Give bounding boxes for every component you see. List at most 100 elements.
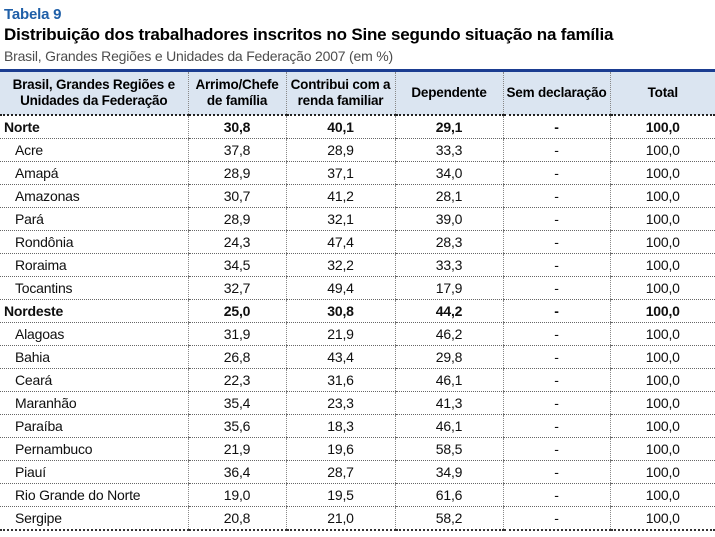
value-cell: - <box>502 253 610 278</box>
value-cell: 25,0 <box>187 299 286 324</box>
value-cell: 100,0 <box>609 322 715 347</box>
value-cell: - <box>502 276 610 301</box>
value-cell: 100,0 <box>609 391 715 416</box>
value-cell: 24,3 <box>187 230 286 255</box>
value-cell: 58,5 <box>394 437 503 462</box>
value-cell: 58,2 <box>394 506 503 532</box>
table-row: Ceará 22,3 31,6 46,1-100,0 <box>0 368 715 393</box>
value-cell: 30,8 <box>187 115 286 140</box>
table-row: Roraima 34,5 32,2 33,3-100,0 <box>0 253 715 278</box>
column-header: Arrimo/Chefe de família <box>187 70 286 117</box>
page-subtitle: Brasil, Grandes Regiões e Unidades da Fe… <box>4 47 393 64</box>
table-row: Sergipe 20,8 21,0 58,2-100,0 <box>0 506 715 532</box>
page-title: Distribuição dos trabalhadores inscritos… <box>4 25 614 45</box>
value-cell: 34,9 <box>394 460 503 485</box>
row-label: Tocantins <box>0 276 188 301</box>
row-label: Ceará <box>0 368 188 393</box>
value-cell: 20,8 <box>187 506 286 532</box>
table-row: Tocantins 32,7 49,4 17,9-100,0 <box>0 276 715 301</box>
value-cell: - <box>502 391 610 416</box>
value-cell: 100,0 <box>609 345 715 370</box>
value-cell: 100,0 <box>609 483 715 508</box>
row-label: Rondônia <box>0 230 188 255</box>
column-header: Dependente <box>394 70 503 117</box>
value-cell: 26,8 <box>187 345 286 370</box>
value-cell: - <box>502 414 610 439</box>
column-header: Contribui com a renda familiar <box>285 70 395 117</box>
value-cell: 34,5 <box>187 253 286 278</box>
value-cell: 32,2 <box>285 253 395 278</box>
row-label: Pará <box>0 207 188 232</box>
value-cell: 31,6 <box>285 368 395 393</box>
column-header: Brasil, Grandes Regiões e Unidades da Fe… <box>0 70 188 117</box>
row-label: Bahia <box>0 345 188 370</box>
value-cell: 19,6 <box>285 437 395 462</box>
value-cell: - <box>502 437 610 462</box>
value-cell: 41,3 <box>394 391 503 416</box>
value-cell: 33,3 <box>394 138 503 163</box>
value-cell: - <box>502 207 610 232</box>
value-cell: 47,4 <box>285 230 395 255</box>
value-cell: 17,9 <box>394 276 503 301</box>
value-cell: 100,0 <box>609 437 715 462</box>
value-cell: 100,0 <box>609 276 715 301</box>
table-number-label: Tabela 9 <box>4 6 62 23</box>
row-label: Amazonas <box>0 184 188 209</box>
value-cell: - <box>502 161 610 186</box>
value-cell: - <box>502 138 610 163</box>
value-cell: 40,1 <box>285 115 395 140</box>
value-cell: 100,0 <box>609 299 715 324</box>
row-label: Alagoas <box>0 322 188 347</box>
value-cell: 100,0 <box>609 230 715 255</box>
value-cell: 46,1 <box>394 368 503 393</box>
row-label: Amapá <box>0 161 188 186</box>
row-label: Piauí <box>0 460 188 485</box>
value-cell: - <box>502 460 610 485</box>
row-label: Norte <box>0 115 188 140</box>
value-cell: 46,1 <box>394 414 503 439</box>
value-cell: 100,0 <box>609 506 715 532</box>
row-label: Sergipe <box>0 506 188 532</box>
value-cell: 19,5 <box>285 483 395 508</box>
value-cell: 21,0 <box>285 506 395 532</box>
value-cell: 100,0 <box>609 253 715 278</box>
value-cell: 100,0 <box>609 414 715 439</box>
value-cell: 31,9 <box>187 322 286 347</box>
value-cell: 41,2 <box>285 184 395 209</box>
table-body: Norte 30,8 40,1 29,1-100,0 Acre 37,8 28,9 33,3-… <box>0 115 715 532</box>
value-cell: 100,0 <box>609 207 715 232</box>
value-cell: 100,0 <box>609 138 715 163</box>
row-label: Pernambuco <box>0 437 188 462</box>
value-cell: 34,0 <box>394 161 503 186</box>
row-label: Acre <box>0 138 188 163</box>
data-table: Brasil, Grandes Regiões e Unidades da Fe… <box>0 69 715 532</box>
row-label: Nordeste <box>0 299 188 324</box>
value-cell: 46,2 <box>394 322 503 347</box>
value-cell: 33,3 <box>394 253 503 278</box>
table-row: Amapá 28,9 37,1 34,0-100,0 <box>0 161 715 186</box>
table-header: Brasil, Grandes Regiões e Unidades da Fe… <box>0 70 715 117</box>
value-cell: 35,6 <box>187 414 286 439</box>
value-cell: - <box>502 299 610 324</box>
value-cell: 100,0 <box>609 161 715 186</box>
value-cell: 100,0 <box>609 368 715 393</box>
value-cell: - <box>502 345 610 370</box>
header-row: Brasil, Grandes Regiões e Unidades da Fe… <box>0 70 715 117</box>
value-cell: 29,1 <box>394 115 503 140</box>
table-row: Nordeste 25,0 30,8 44,2-100,0 <box>0 299 715 324</box>
column-header: Total <box>609 70 715 117</box>
value-cell: 32,1 <box>285 207 395 232</box>
value-cell: 18,3 <box>285 414 395 439</box>
value-cell: 100,0 <box>609 460 715 485</box>
value-cell: 32,7 <box>187 276 286 301</box>
value-cell: 37,1 <box>285 161 395 186</box>
value-cell: 19,0 <box>187 483 286 508</box>
value-cell: 28,9 <box>187 207 286 232</box>
value-cell: - <box>502 368 610 393</box>
title-block: Tabela 9 Distribuição dos trabalhadores … <box>0 0 715 69</box>
table-row: Rondônia 24,3 47,4 28,3-100,0 <box>0 230 715 255</box>
value-cell: 30,8 <box>285 299 395 324</box>
value-cell: - <box>502 115 610 140</box>
value-cell: 43,4 <box>285 345 395 370</box>
row-label: Rio Grande do Norte <box>0 483 188 508</box>
